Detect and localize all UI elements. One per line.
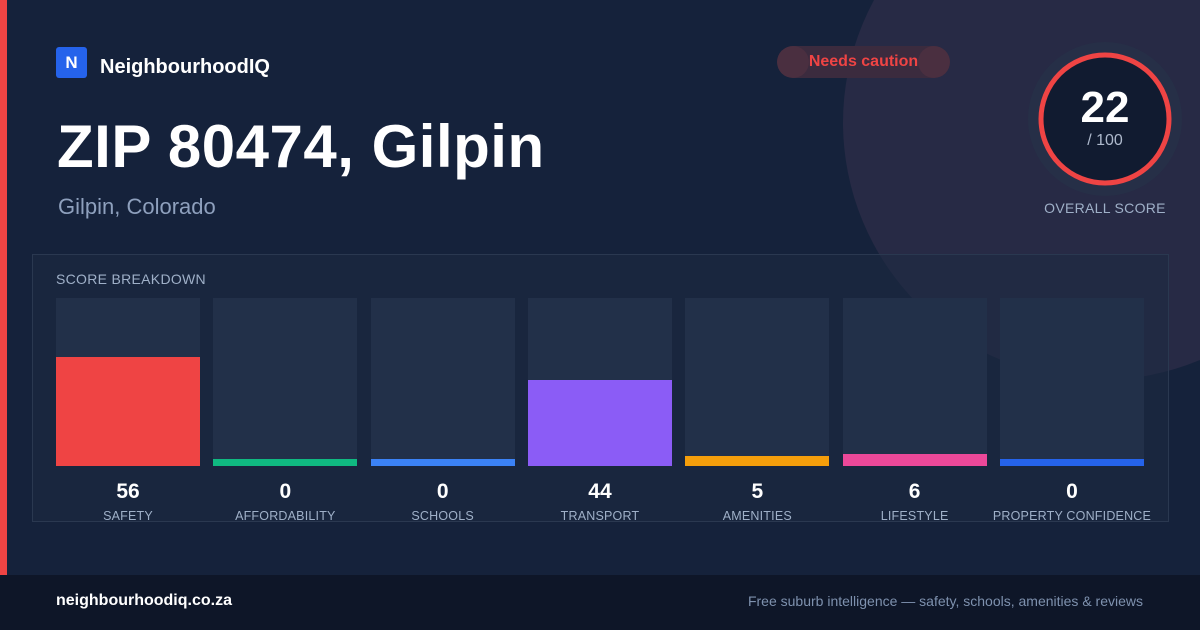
status-badge: Needs caution [777,46,950,78]
footer-domain-link[interactable]: neighbourhoodiq.co.za [56,592,232,609]
footer-tagline: Free suburb intelligence — safety, schoo… [747,593,1143,609]
score-breakdown-chart: 56 SAFETY 0 AFFORDABILITY 0 SCHOOLS 44 TRANSPOR… [56,298,1151,526]
status-badge-cap-left [777,46,809,78]
bar-category-label: AFFORDABILITY [235,509,336,523]
bar-column-safety: 56 SAFETY [56,298,200,526]
overall-score-ring [1028,42,1182,196]
bar-category-label: PROPERTY CONFIDENCE [992,509,1152,523]
page-subtitle: Gilpin, Colorado [58,194,216,219]
status-badge-cap-right [918,46,950,78]
bar-track [370,298,515,466]
bar-column-lifestyle: 6 LIFESTYLE [842,298,987,526]
bar-value-label: 44 [588,480,612,503]
score-breakdown-title: SCORE BREAKDOWN [56,271,206,287]
bar-value-label: 0 [1066,480,1078,503]
bar-fill [999,459,1144,466]
bar-category-label: AMENITIES [722,509,792,523]
bar-category-label: SAFETY [103,509,153,523]
bar-value-label: 56 [116,480,140,503]
overall-score-value: 22 [1080,83,1130,132]
bar-value-label: 5 [751,480,764,503]
score-ring-core [1042,56,1168,182]
bar-track [842,298,987,466]
accent-strip [0,0,7,575]
brand-name: NeighbourhoodIQ [100,56,270,78]
bar-value-label: 0 [436,480,449,503]
bar-category-label: TRANSPORT [560,509,640,523]
brand-logo-icon: N [56,47,87,78]
bar-value-label: 6 [908,480,921,503]
bar-column-transport: 44 TRANSPORT [527,298,672,526]
bar-column-affordability: 0 AFFORDABILITY [213,298,358,526]
overall-score-caption: OVERALL SCORE [1044,200,1166,216]
overall-score-max: / 100 [1087,132,1123,149]
bar-track [999,298,1144,466]
bar-category-label: SCHOOLS [411,509,474,523]
bar-fill [56,356,200,466]
score-ring-arc [1038,52,1172,186]
bar-track [56,298,200,466]
bar-fill [842,454,987,466]
page-title: ZIP 80474, Gilpin [57,113,545,180]
bar-value-label: 0 [279,480,292,503]
bar-fill [370,459,515,466]
status-badge-label: Needs caution [808,53,919,70]
bar-track [213,298,358,466]
bar-fill [685,456,830,466]
bar-fill [213,459,358,466]
brand[interactable]: N NeighbourhoodIQ [56,46,270,79]
bar-track [685,298,830,466]
bar-column-amenities: 5 AMENITIES [685,298,830,526]
bar-track [527,298,672,466]
bar-fill [527,380,672,466]
footer: neighbourhoodiq.co.za Free suburb intell… [0,575,1200,630]
bar-category-label: LIFESTYLE [880,509,949,523]
bar-column-property-confidence: 0 PROPERTY CONFIDENCE [993,298,1151,526]
bar-column-schools: 0 SCHOOLS [370,298,515,526]
